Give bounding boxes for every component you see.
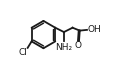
Text: Cl: Cl <box>18 48 27 57</box>
Text: OH: OH <box>87 25 101 34</box>
Text: NH₂: NH₂ <box>55 43 72 52</box>
Text: O: O <box>75 41 82 50</box>
